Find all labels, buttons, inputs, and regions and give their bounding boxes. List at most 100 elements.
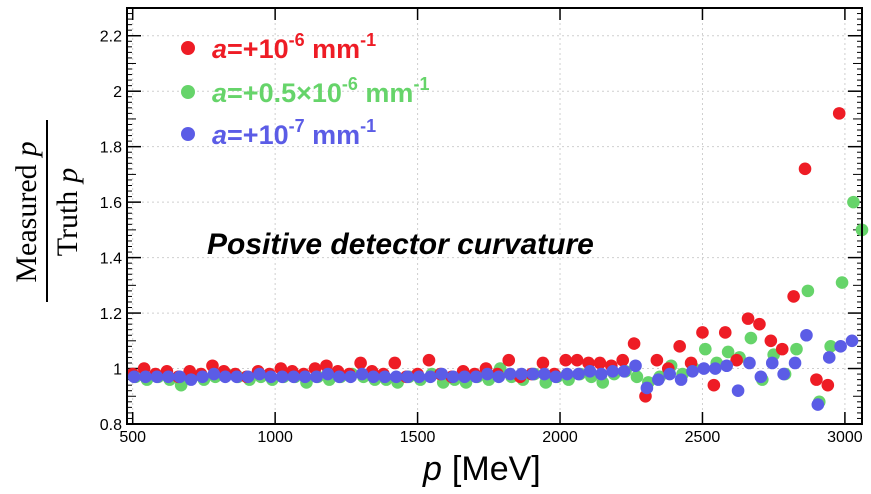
data-point	[652, 373, 665, 386]
data-point	[787, 290, 800, 303]
data-point	[775, 342, 789, 356]
data-point	[741, 312, 755, 325]
data-point	[731, 384, 745, 398]
legend-marker	[181, 41, 195, 55]
data-point	[593, 356, 607, 370]
data-point	[422, 353, 436, 367]
x-tick-label: 1500	[400, 429, 436, 446]
legend-entry: a=+10-7 mm-1	[212, 116, 376, 150]
data-point	[810, 373, 823, 386]
data-point	[458, 370, 471, 384]
data-point	[617, 365, 631, 378]
data-point	[754, 370, 768, 384]
data-point	[801, 284, 815, 298]
data-point	[777, 367, 790, 381]
data-point	[275, 370, 289, 384]
data-point	[764, 334, 778, 348]
data-point	[699, 342, 712, 356]
data-point	[650, 353, 664, 367]
data-point	[424, 370, 437, 384]
legend-entry: a=+10-6 mm-1	[212, 30, 376, 64]
data-point	[310, 370, 323, 384]
y-label-denominator: Truthp	[51, 168, 84, 257]
x-tick-label: 1000	[257, 429, 293, 446]
data-point	[207, 367, 221, 381]
data-point	[253, 367, 266, 381]
data-point	[720, 359, 733, 373]
data-point	[241, 370, 255, 384]
data-point	[173, 370, 187, 384]
x-tick-label: 3000	[827, 429, 863, 446]
x-tick-label: 2000	[542, 429, 578, 446]
data-points	[126, 107, 869, 411]
data-point	[184, 373, 198, 386]
data-point	[412, 370, 426, 384]
y-tick-label: 2	[113, 84, 122, 101]
data-point	[469, 370, 483, 384]
data-point	[686, 365, 699, 378]
data-point	[127, 370, 141, 384]
data-point	[388, 356, 402, 370]
data-point	[367, 370, 380, 384]
data-point	[559, 353, 573, 367]
legend-marker	[181, 85, 195, 99]
data-point	[788, 356, 802, 370]
data-point	[847, 195, 860, 209]
data-point	[697, 362, 711, 375]
data-point	[822, 351, 836, 364]
data-point	[708, 362, 722, 375]
y-tick-label: 1.2	[100, 306, 122, 323]
x-axis-unit: [MeV]	[452, 450, 541, 488]
data-point	[503, 367, 517, 381]
y-tick-label: 1.4	[100, 251, 122, 268]
data-point	[481, 367, 494, 381]
data-point	[824, 340, 837, 353]
data-point	[218, 370, 232, 384]
data-point	[663, 367, 677, 381]
legend-entry: a=+0.5×10-6 mm-1	[212, 74, 429, 108]
legend: a=+10-6 mm-1 a=+0.5×10-6 mm-1 a=+10-7 mm-1	[181, 30, 429, 150]
data-point	[743, 356, 756, 370]
x-axis-label: p [MeV]	[422, 450, 541, 488]
data-point	[583, 365, 597, 378]
data-point	[616, 353, 629, 367]
data-point	[627, 337, 641, 350]
data-point	[753, 317, 766, 331]
data-point	[560, 367, 574, 381]
data-point	[515, 367, 528, 381]
data-point	[354, 356, 367, 370]
plot-frame	[126, 7, 863, 425]
data-point	[718, 326, 732, 339]
data-point	[572, 367, 585, 381]
data-point	[401, 370, 414, 384]
data-point	[321, 367, 335, 381]
data-point	[536, 356, 550, 370]
data-point	[344, 370, 357, 384]
data-point	[832, 107, 846, 120]
data-point	[355, 367, 369, 381]
data-point	[630, 370, 644, 384]
data-point	[640, 381, 654, 395]
data-point	[790, 342, 803, 356]
data-point	[629, 359, 642, 373]
data-point	[196, 370, 209, 384]
data-point	[707, 378, 721, 392]
data-point	[821, 378, 835, 392]
data-point	[298, 370, 312, 384]
y-label-numerator: Measuredp	[10, 141, 43, 282]
y-tick-label: 2.2	[100, 29, 122, 46]
data-point	[287, 370, 300, 384]
data-point	[502, 353, 516, 367]
data-point	[139, 370, 152, 384]
x-tick-label: 500	[119, 429, 146, 446]
data-point	[264, 370, 278, 384]
data-point	[389, 370, 403, 384]
data-point	[800, 328, 813, 342]
data-point	[378, 370, 392, 384]
y-tick-label: 1	[113, 362, 122, 379]
data-point	[435, 367, 449, 381]
data-point	[674, 373, 688, 386]
data-point	[595, 367, 608, 381]
legend-marker	[181, 127, 195, 141]
data-point	[538, 367, 551, 381]
